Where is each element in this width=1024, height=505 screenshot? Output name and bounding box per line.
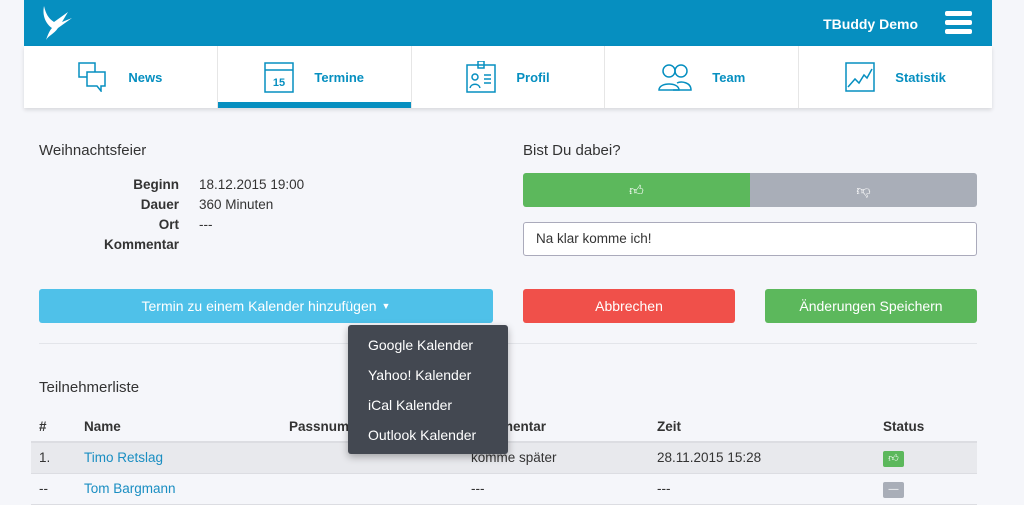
comment: --- [463,473,649,505]
status-unknown-icon: — [883,481,904,498]
tab-label: Termine [314,69,364,85]
field-label: Beginn [133,177,179,192]
field-value: --- [199,217,213,232]
menu-item-ical[interactable]: iCal Kalender [368,397,453,413]
field-value: 360 Minuten [199,197,274,212]
tab-label: Profil [516,69,550,85]
tab-label: Team [712,69,746,85]
menu-item-yahoo[interactable]: Yahoo! Kalender [368,367,472,383]
menu-item-outlook[interactable]: Outlook Kalender [368,427,477,443]
id-card-icon [466,61,497,93]
time: --- [649,473,875,505]
participants-title: Teilnehmerliste [39,379,140,396]
tab-termine[interactable]: 15 Termine [217,46,412,108]
menu-icon[interactable] [945,11,972,38]
chart-icon [845,62,876,92]
thumbs-down-icon: 👎︎ [856,181,871,198]
status-yes-icon: 👍︎ [883,450,904,467]
main-nav: News 15 Termine Profil Team Statistik [24,46,992,108]
calendar-dropdown: Google Kalender Yahoo! Kalender iCal Kal… [348,325,508,454]
participant-link[interactable]: Tom Bargmann [84,481,176,496]
user-name[interactable]: TBuddy Demo [823,16,918,32]
calendar-icon: 15 [264,62,295,93]
cancel-button[interactable]: Abbrechen [523,289,735,323]
event-title: Weihnachtsfeier [39,142,147,159]
row-number: -- [31,473,76,505]
attend-no-button[interactable]: 👎︎ [750,173,977,207]
button-label: Termin zu einem Kalender hinzufügen [141,298,377,314]
event-details: Beginn 18.12.2015 19:00 Dauer 360 Minuten … [39,175,304,255]
comment-input[interactable]: Na klar komme ich! [523,222,977,256]
field-label: Dauer [140,197,179,212]
tab-team[interactable]: Team [605,46,800,108]
column-header[interactable]: Zeit [649,412,875,443]
column-header[interactable]: Status [875,412,977,443]
bird-logo-icon[interactable] [40,6,76,40]
table-row: -- Tom Bargmann --- --- — [31,473,977,505]
tab-label: News [128,69,163,85]
add-to-calendar-button[interactable]: Termin zu einem Kalender hinzufügen ▼ [39,289,493,323]
tab-news[interactable]: News [24,46,218,108]
rsvp-question: Bist Du dabei? [523,142,621,159]
field-label: Kommentar [103,237,179,252]
menu-item-google[interactable]: Google Kalender [368,337,474,353]
attend-yes-button[interactable]: 👍︎ [523,173,750,207]
users-icon [658,64,693,91]
column-header: # [31,412,76,443]
tab-profil[interactable]: Profil [412,46,606,108]
column-header[interactable]: Name [76,412,281,443]
tab-label: Statistik [895,69,946,85]
divider [39,343,977,344]
chat-icon [78,62,107,92]
comment: komme später [463,442,649,474]
thumbs-up-icon: 👍︎ [629,181,644,198]
svg-text:15: 15 [273,77,285,89]
time: 28.11.2015 15:28 [649,442,875,474]
top-bar: TBuddy Demo [24,0,992,46]
tab-statistik[interactable]: Statistik [799,46,992,108]
field-label: Ort [158,217,179,232]
field-value: 18.12.2015 19:00 [199,177,305,192]
row-number: 1. [31,442,76,474]
save-button[interactable]: Änderungen Speichern [765,289,977,323]
pass-number [281,473,463,505]
participant-link[interactable]: Timo Retslag [84,450,164,466]
caret-down-icon: ▼ [381,301,391,311]
